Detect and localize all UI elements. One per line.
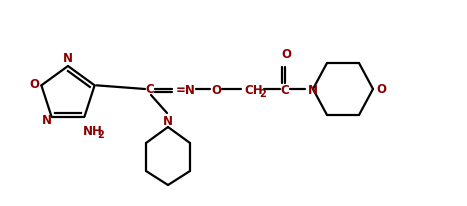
Text: O: O [281, 48, 291, 61]
Text: O: O [211, 84, 221, 97]
Text: O: O [29, 77, 39, 90]
Text: C: C [281, 84, 290, 97]
Text: O: O [376, 83, 386, 96]
Text: N: N [42, 114, 51, 126]
Text: N: N [163, 115, 173, 128]
Text: N: N [308, 84, 318, 97]
Text: 2: 2 [98, 129, 104, 139]
Text: C: C [146, 83, 155, 96]
Text: =N: =N [176, 84, 196, 97]
Text: N: N [63, 52, 73, 65]
Text: CH: CH [244, 84, 262, 97]
Text: NH: NH [83, 125, 102, 137]
Text: 2: 2 [259, 89, 266, 98]
